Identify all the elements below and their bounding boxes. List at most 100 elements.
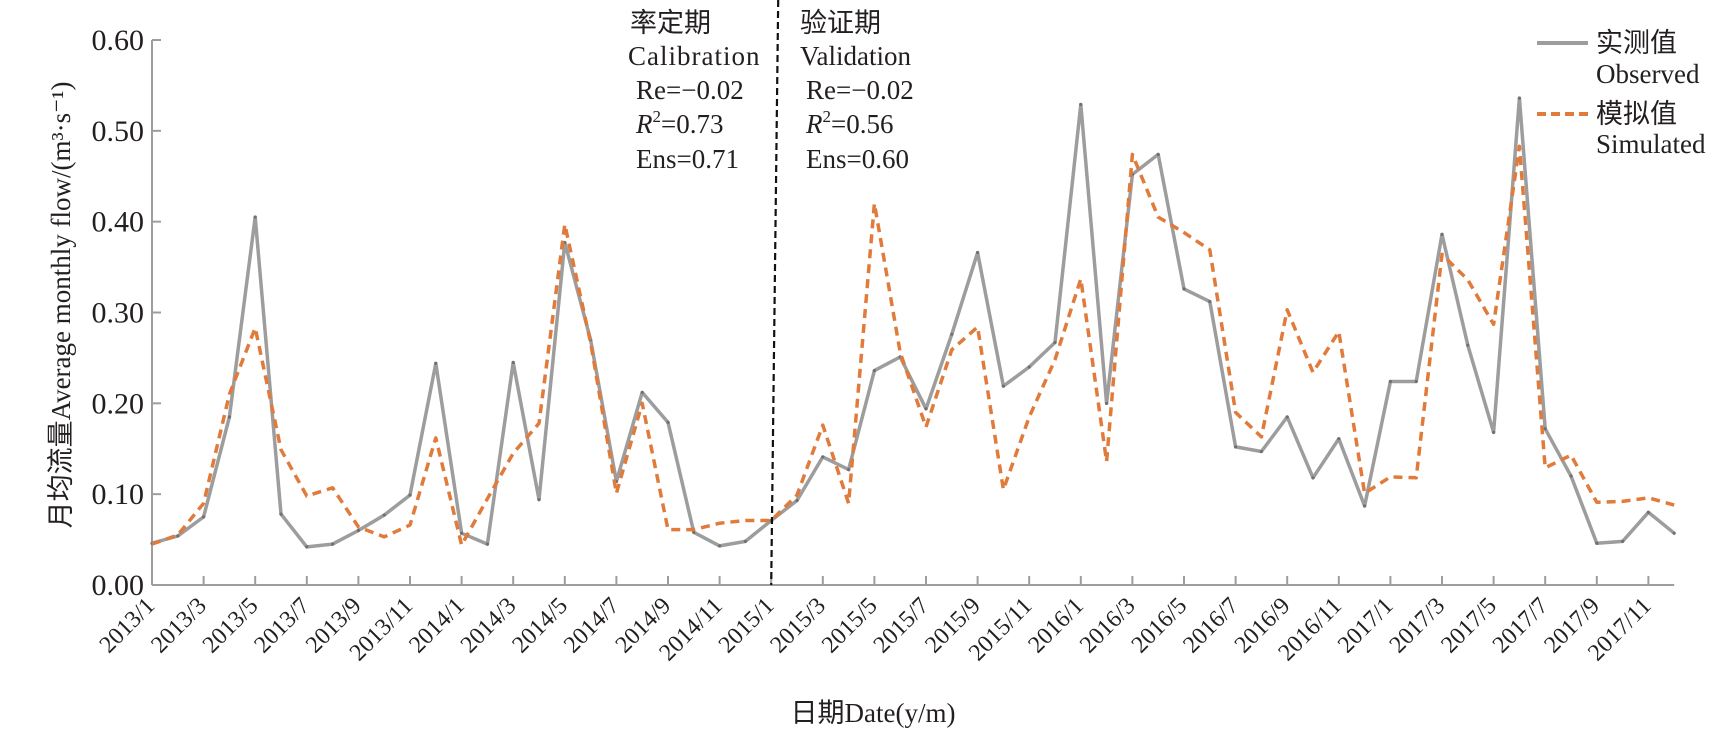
- x-tick-label: 2015/1: [714, 593, 780, 659]
- data-point-observed: [1595, 541, 1599, 545]
- data-point-observed: [847, 468, 851, 472]
- y-tick-label: 0.50: [92, 115, 145, 148]
- data-point-observed: [1440, 232, 1444, 236]
- calibration-r2-label: R: [635, 109, 653, 139]
- data-point-observed: [1182, 287, 1186, 291]
- data-point-observed: [1569, 474, 1573, 478]
- data-point-observed: [253, 215, 257, 219]
- validation-r2-value: =0.56: [831, 109, 893, 139]
- validation-ens: Ens=0.60: [806, 144, 909, 174]
- data-point-observed: [460, 531, 464, 535]
- data-point-observed: [511, 360, 515, 365]
- x-tick-labels: 2013/12013/32013/52013/72013/92013/11201…: [95, 593, 1657, 666]
- x-tick-label: 2017/7: [1488, 593, 1554, 659]
- y-tick-label: 0.00: [92, 569, 145, 602]
- data-point-observed: [718, 544, 722, 548]
- data-point-observed: [1053, 340, 1057, 345]
- data-point-observed: [1027, 365, 1031, 369]
- x-tick-label: 2014/5: [508, 593, 574, 659]
- x-tick-label: 2017/3: [1385, 593, 1451, 659]
- data-point-observed: [1001, 384, 1006, 388]
- data-point-observed: [1311, 476, 1315, 480]
- data-point-observed: [382, 513, 386, 517]
- x-axis-title: 日期Date(y/m): [791, 698, 956, 728]
- legend-label-observed-cn: 实测值: [1596, 28, 1677, 58]
- data-point-observed: [924, 407, 928, 411]
- y-tick-label: 0.60: [92, 24, 145, 57]
- x-tick-label: 2017/5: [1436, 593, 1502, 659]
- data-point-observed: [1285, 415, 1289, 419]
- y-axis-title: 月均流量Average monthly flow/(m³·s⁻¹): [46, 82, 76, 529]
- validation-title-cn: 验证期: [800, 8, 881, 38]
- x-tick-label: 2016/1: [1024, 593, 1090, 659]
- data-point-observed: [356, 528, 360, 533]
- data-point-observed: [1105, 401, 1109, 405]
- x-tick-label: 2013/5: [198, 593, 264, 659]
- data-point-observed: [1543, 427, 1547, 431]
- data-point-observed: [1208, 300, 1212, 304]
- calibration-ens: Ens=0.71: [636, 144, 739, 174]
- data-point-observed: [537, 498, 541, 502]
- calibration-r2-value: =0.73: [661, 109, 723, 139]
- validation-r2-sup: 2: [823, 107, 832, 126]
- validation-r2-label: R: [805, 109, 823, 139]
- x-tick-label: 2016/7: [1178, 593, 1244, 659]
- data-point-observed: [976, 250, 980, 255]
- data-point-observed: [640, 390, 644, 395]
- data-point-observed: [331, 542, 335, 546]
- period-divider-line: [770, 0, 780, 586]
- data-point-observed: [950, 332, 954, 336]
- validation-re: Re=−0.02: [806, 75, 914, 105]
- x-tick-label: 2015/5: [817, 593, 883, 659]
- x-tick-label: 2016/5: [1127, 593, 1193, 659]
- calibration-r2: R2=0.73: [635, 107, 723, 139]
- x-tick-label: 2014/7: [559, 593, 625, 659]
- series-line-observed: [151, 96, 1676, 549]
- calibration-annotation: 率定期 Calibration Re=−0.02 R2=0.73 Ens=0.7…: [628, 8, 760, 174]
- data-point-observed: [485, 542, 489, 546]
- data-point-observed: [743, 539, 748, 544]
- data-point-observed: [1079, 102, 1083, 107]
- data-point-observed: [692, 530, 696, 534]
- y-tick-label: 0.40: [92, 206, 145, 239]
- calibration-title-cn: 率定期: [630, 8, 711, 38]
- data-point-observed: [872, 369, 877, 373]
- data-point-observed: [795, 498, 799, 503]
- data-point-observed: [821, 455, 825, 459]
- data-point-observed: [1414, 379, 1418, 384]
- data-point-observed: [408, 493, 412, 497]
- x-tick-label: 2014/3: [456, 593, 522, 659]
- y-tick-label: 0.30: [92, 297, 145, 330]
- x-tick-label: 2013/1: [95, 593, 161, 659]
- validation-r2: R2=0.56: [805, 107, 893, 139]
- data-point-observed: [305, 545, 309, 549]
- data-point-observed: [1234, 445, 1238, 449]
- y-tick-label: 0.20: [92, 387, 145, 420]
- y-tick-labels: 0.00 0.10 0.20 0.30 0.40 0.50 0.60: [92, 24, 145, 602]
- data-point-observed: [1646, 510, 1650, 514]
- data-point-observed: [1672, 531, 1676, 535]
- data-point-observed: [1363, 504, 1367, 508]
- legend-label-simulated-en: Simulated: [1596, 129, 1706, 159]
- series-group: [150, 96, 1676, 549]
- calibration-re: Re=−0.02: [636, 75, 744, 105]
- data-point-observed: [227, 415, 231, 419]
- x-tick-label: 2016/3: [1075, 593, 1141, 659]
- legend-label-observed-en: Observed: [1596, 59, 1700, 89]
- x-tick-label: 2013/7: [250, 593, 316, 659]
- validation-annotation: 验证期 Validation Re=−0.02 R2=0.56 Ens=0.60: [800, 8, 914, 174]
- data-point-observed: [1259, 449, 1263, 454]
- validation-title-en: Validation: [800, 41, 911, 71]
- data-point-observed: [202, 515, 206, 519]
- calibration-title-en: Calibration: [628, 41, 760, 71]
- data-point-observed: [1156, 152, 1160, 157]
- data-point-observed: [1466, 343, 1470, 347]
- data-point-observed: [1492, 430, 1496, 434]
- data-point-observed: [1337, 437, 1341, 441]
- x-tick-label: 2014/1: [404, 593, 470, 659]
- data-point-observed: [1621, 539, 1625, 544]
- data-point-observed: [434, 361, 438, 365]
- data-point-observed: [279, 512, 283, 516]
- x-tick-label: 2013/3: [146, 593, 212, 659]
